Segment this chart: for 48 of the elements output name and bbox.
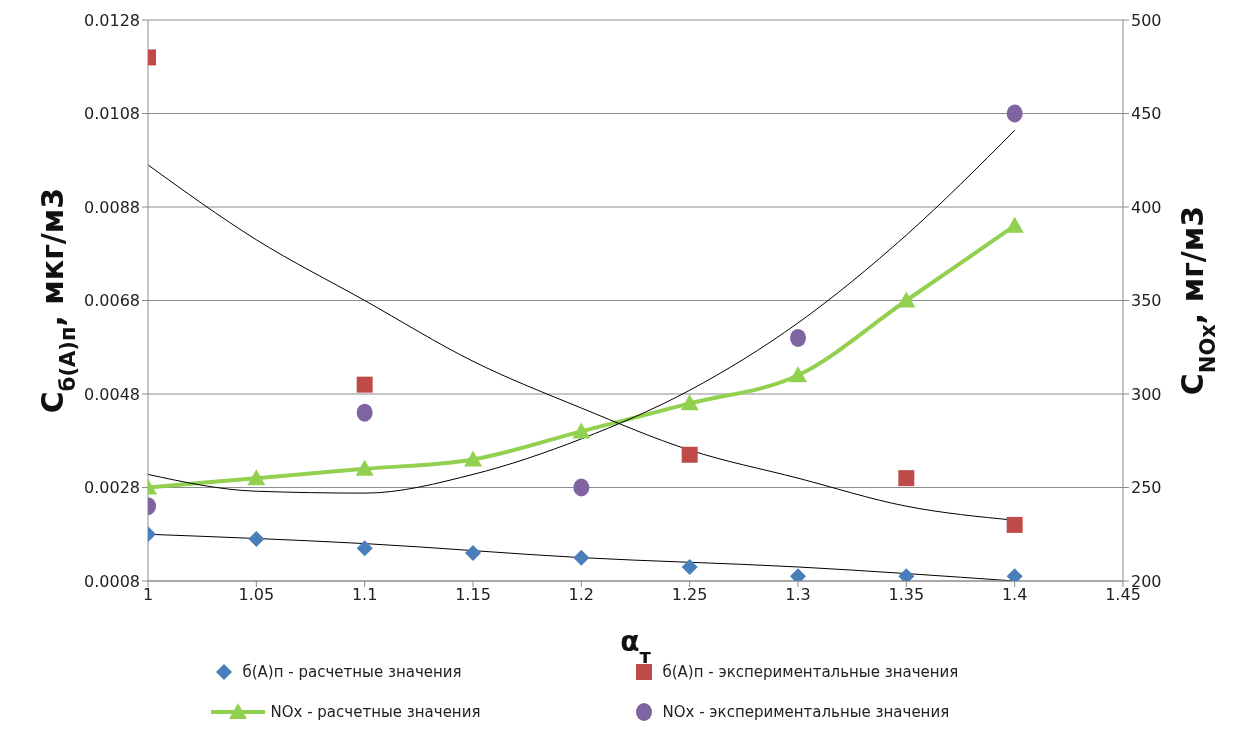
legend-label: б(А)п - расчетные значения [242,663,462,681]
point [356,540,373,557]
point [573,478,590,497]
point [1006,516,1023,533]
x-tick-label: 1.05 [238,585,275,605]
y-tick-label: 0.0088 [84,197,140,217]
legend-label: NOx - экспериментальные значения [662,703,950,721]
y2-tick-label: 250 [1131,478,1162,498]
y-tick-label: 0.0008 [84,571,140,591]
x-tick-label: 1.2 [568,585,595,605]
point [573,549,590,566]
x-tick-label: 1.35 [888,585,925,605]
x-axis-title: α$_{т}$ [620,625,652,668]
x-tick-label: 1.3 [785,585,811,605]
point [247,469,266,486]
y-tick-label: 0.0028 [84,478,140,498]
point [681,558,698,575]
point [572,422,591,439]
point [356,376,373,393]
point [898,470,915,487]
point [1005,216,1024,233]
x-tick-label: 1.25 [671,585,708,605]
x-tick-label: 1 [142,585,154,605]
point [464,450,482,467]
y-tick-label: 0.0068 [84,291,140,311]
point [681,446,698,463]
y2-tick-label: 400 [1131,197,1162,217]
point [789,366,807,383]
point [1006,104,1023,123]
x-tick-label: 1.4 [1001,585,1028,605]
y2-tick-label: 350 [1131,291,1162,311]
legend-label: NOx - расчетные значения [270,703,481,721]
point [790,328,806,347]
x-tick-label: 1.15 [455,585,491,605]
y-tick-label: 0.0108 [84,104,140,124]
point [248,530,265,547]
y-tick-label: 0.0048 [84,384,140,404]
y-tick-label: 0.0128 [84,10,140,30]
point [356,403,373,422]
x-tick-label: 1.1 [351,585,378,605]
point [680,394,699,411]
point [465,544,481,561]
legend-label: б(А)п - экспериментальные значения [662,663,959,681]
point [897,291,916,308]
y2-tick-label: 500 [1131,10,1162,30]
y2-tick-label: 450 [1131,104,1162,124]
y2-tick-label: 300 [1131,384,1162,404]
point [355,459,374,476]
